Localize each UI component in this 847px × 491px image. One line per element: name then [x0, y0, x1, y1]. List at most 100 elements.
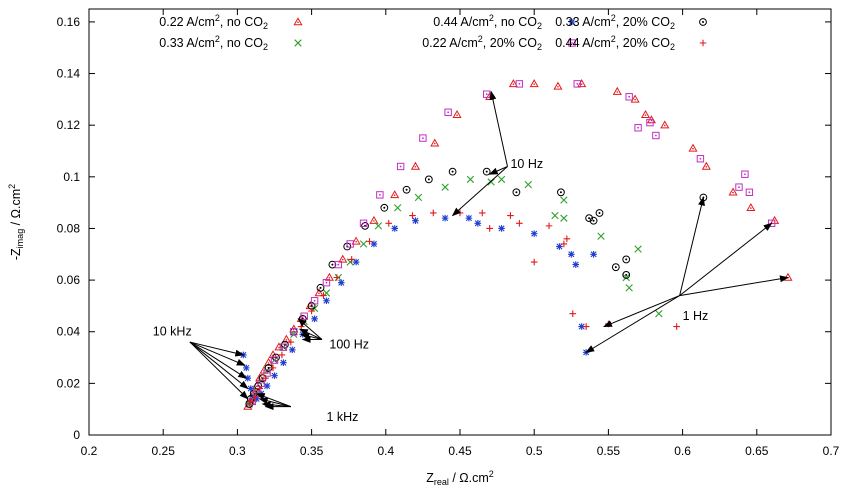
- x-tick-label: 0.4: [377, 444, 394, 458]
- data-point: [257, 379, 265, 388]
- data-point: [289, 346, 296, 354]
- plot-frame: [88, 8, 832, 436]
- axes: 0.2 0.25 0.3 0.35 0.4 0.45 0.5 0.55 0.6 0.65 0.7 0 0…: [7, 8, 840, 487]
- data-point: [660, 120, 670, 129]
- data-point: [590, 250, 597, 258]
- data-point: [498, 225, 505, 232]
- data-point: [646, 118, 654, 127]
- data-point: [316, 283, 325, 292]
- x-tick-label: 0.35: [300, 444, 324, 458]
- x-tick-label: 0.2: [81, 444, 98, 458]
- data-point: [545, 222, 553, 230]
- data-point: [271, 372, 278, 379]
- legend-marker: [568, 39, 576, 47]
- annotation-label: 1 kHz: [326, 410, 358, 424]
- data-point: [333, 274, 341, 281]
- data-point: [551, 211, 559, 220]
- annotation-arrow: [189, 341, 248, 379]
- data-point: [652, 131, 660, 140]
- legend-label: 0.44 A/cm2, no CO2: [433, 13, 542, 31]
- data-point: [585, 214, 594, 223]
- data-point: [452, 110, 462, 119]
- data-point: [322, 278, 331, 287]
- annotation-arrow: [189, 341, 249, 400]
- legend-entry: 0.22 A/cm2, 20% CO2: [422, 34, 576, 52]
- y-tick-label: 0.12: [57, 118, 81, 132]
- data-point: [568, 250, 575, 258]
- data-point: [582, 349, 590, 356]
- x-tick-label: 0.3: [229, 444, 246, 458]
- y-tick-label: 0.16: [57, 15, 81, 29]
- data-point: [380, 203, 389, 212]
- data-point: [348, 256, 355, 263]
- legend: 0.22 A/cm2, no CO2 0.33 A/cm2, no CO2 0.44…: [159, 13, 707, 52]
- legend-label: 0.22 A/cm2, 20% CO2: [422, 34, 542, 52]
- data-point: [243, 364, 250, 372]
- annotation-arrow: [488, 166, 508, 175]
- legend-marker: [699, 39, 707, 47]
- data-point: [482, 167, 491, 176]
- data-point: [441, 214, 449, 222]
- legend-marker: [568, 18, 576, 26]
- data-point: [410, 161, 421, 170]
- data-point: [263, 369, 271, 377]
- legend-marker: [293, 17, 303, 26]
- data-point: [524, 180, 532, 189]
- data-point: [640, 110, 651, 119]
- y-axis-title-group: -Zimag / Ω.cm2: [7, 184, 25, 260]
- legend-marker: [294, 39, 302, 47]
- data-point: [508, 79, 518, 88]
- data-point: [515, 80, 524, 88]
- data-point: [264, 357, 274, 366]
- data-point: [529, 79, 539, 88]
- data-point: [311, 315, 318, 323]
- legend-label: 0.33 A/cm2, 20% CO2: [555, 13, 675, 31]
- data-point: [376, 191, 384, 199]
- annotation: 1 Hz: [585, 196, 789, 353]
- data-point: [281, 334, 291, 343]
- data-point: [323, 297, 330, 305]
- data-point: [634, 124, 642, 132]
- data-point: [247, 385, 255, 392]
- data-point: [728, 187, 738, 196]
- annotation-arrow: [585, 295, 680, 353]
- data-point: [244, 374, 252, 382]
- data-point: [634, 245, 642, 253]
- data-point: [396, 162, 405, 171]
- annotation-label: 1 Hz: [683, 309, 709, 323]
- data-point: [314, 288, 324, 297]
- data-point: [297, 323, 305, 330]
- annotation-arrow: [451, 166, 508, 217]
- data-point: [374, 222, 383, 230]
- data-point: [560, 196, 568, 204]
- x-tick-label: 0.7: [823, 444, 840, 458]
- data-point: [783, 272, 793, 281]
- x-tick-label: 0.5: [526, 444, 543, 458]
- data-point: [370, 240, 378, 248]
- legend-entry: 0.44 A/cm2, no CO2: [433, 13, 576, 31]
- data-point: [560, 240, 568, 248]
- annotation-arrow: [603, 295, 680, 328]
- data-point: [263, 382, 271, 390]
- data-point: [497, 175, 506, 184]
- annotation-arrow: [300, 332, 323, 340]
- data-point: [441, 183, 449, 191]
- data-point: [352, 258, 360, 266]
- data-point: [512, 188, 521, 197]
- data-point: [351, 236, 361, 245]
- annotation: 100 Hz: [297, 318, 369, 352]
- data-point: [414, 193, 423, 202]
- legend-entry: 0.22 A/cm2, no CO2: [159, 13, 303, 31]
- data-point: [320, 292, 327, 299]
- x-tick-label: 0.25: [152, 444, 176, 458]
- data-point: [337, 279, 345, 286]
- legend-entry: 0.33 A/cm2, no CO2: [159, 34, 302, 52]
- data-point: [553, 81, 563, 90]
- legend-label: 0.22 A/cm2, no CO2: [159, 13, 268, 31]
- data-point: [328, 260, 337, 269]
- data-point: [430, 138, 440, 147]
- legend-label: 0.33 A/cm2, no CO2: [159, 34, 268, 52]
- legend-marker: [699, 18, 707, 26]
- data-point: [622, 273, 630, 282]
- annotation-label: 10 Hz: [510, 157, 543, 171]
